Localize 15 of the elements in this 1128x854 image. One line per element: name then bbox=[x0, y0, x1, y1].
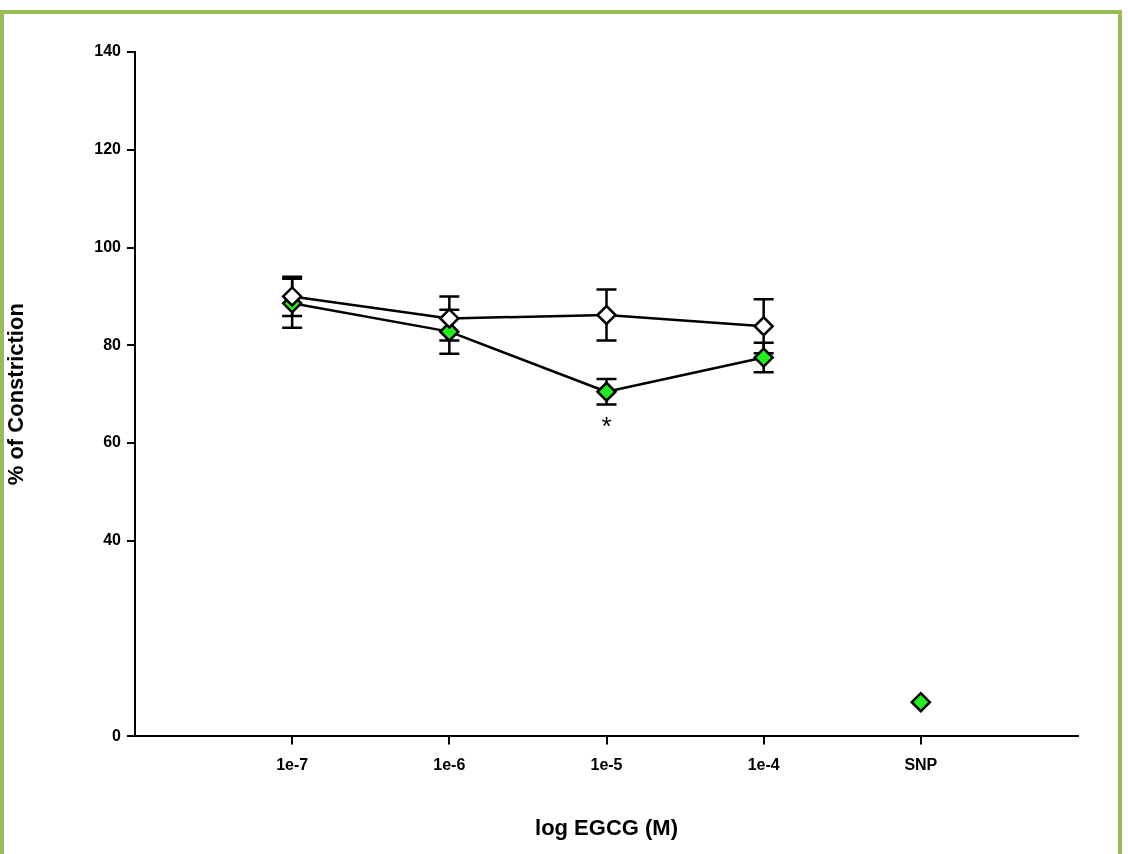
x-tick-label: 1e-5 bbox=[590, 756, 623, 774]
y-axis-title: % of Constriction bbox=[3, 303, 29, 486]
y-tick-label: 140 bbox=[94, 42, 122, 60]
y-tick-label: 120 bbox=[94, 140, 122, 158]
y-tick-label: 100 bbox=[94, 237, 122, 255]
x-tick-label: 1e-6 bbox=[433, 756, 466, 774]
x-tick-label: SNP bbox=[904, 756, 938, 774]
annotation: * bbox=[601, 410, 612, 441]
y-tick-label: 80 bbox=[103, 335, 122, 353]
x-tick-label: 1e-7 bbox=[276, 756, 309, 774]
x-tick-label: 1e-4 bbox=[747, 756, 780, 774]
x-axis-title: log EGCG (M) bbox=[535, 814, 678, 840]
y-tick-label: 0 bbox=[112, 726, 122, 744]
y-tick-label: 40 bbox=[103, 531, 122, 549]
y-tick-label: 60 bbox=[103, 433, 122, 451]
